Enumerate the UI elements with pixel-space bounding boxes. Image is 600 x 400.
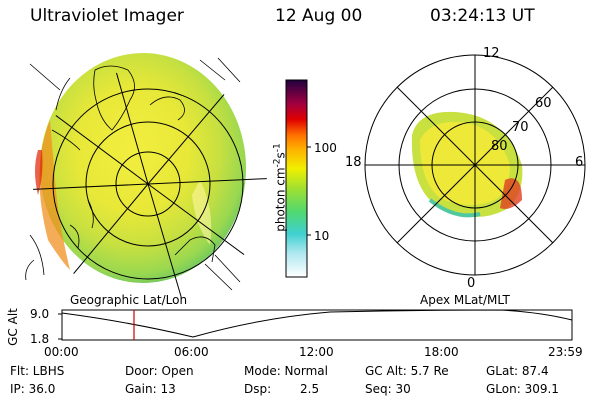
altitude-ytick-bottom: 1.8	[30, 332, 50, 346]
altitude-xtick-2359: 23:59	[548, 345, 583, 359]
apex-mlt-0: 0	[467, 276, 476, 291]
info-ip: IP: 36.0	[10, 382, 56, 396]
app-title: Ultraviolet Imager	[30, 6, 184, 26]
apex-lat-60: 60	[535, 96, 552, 111]
colorbar-tick-10: 10	[314, 229, 330, 243]
altitude-ylabel: GC Alt	[5, 308, 20, 346]
apex-mlt-6: 6	[575, 155, 584, 170]
geo-panel-label: Geographic Lat/Lon	[70, 293, 188, 307]
date-label: 12 Aug 00	[275, 6, 363, 26]
altitude-curve	[61, 309, 573, 338]
info-glon: GLon: 309.1	[486, 382, 559, 396]
apex-lat-70: 70	[512, 120, 529, 135]
apex-panel	[364, 54, 586, 276]
colorbar	[285, 79, 311, 278]
altitude-xtick-1800: 18:00	[424, 345, 459, 359]
apex-panel-label: Apex MLat/MLT	[420, 293, 510, 307]
info-dsp-value: 2.5	[300, 382, 320, 396]
info-mode: Mode: Normal	[244, 364, 328, 378]
apex-lat-80: 80	[491, 139, 508, 154]
altitude-plot-frame	[61, 309, 573, 341]
geo-bright-limb-left	[39, 120, 70, 270]
info-flt: Flt: LBHS	[10, 364, 65, 378]
info-gcalt: GC Alt: 5.7 Re	[365, 364, 449, 378]
time-label: 03:24:13 UT	[430, 6, 535, 26]
apex-mlt-18: 18	[345, 155, 362, 170]
info-glat: GLat: 87.4	[486, 364, 549, 378]
colorbar-unit-label: photon cm-2s-1	[272, 143, 288, 232]
geographic-panel	[25, 53, 267, 302]
coastlines	[25, 57, 241, 291]
apex-grid	[364, 54, 586, 276]
apex-mlt-12: 12	[483, 46, 500, 61]
apex-oval-image	[411, 111, 523, 218]
altitude-xtick-0600: 06:00	[174, 345, 209, 359]
info-seq: Seq: 30	[365, 382, 411, 396]
geo-grid	[33, 68, 267, 302]
info-dsp-label: Dsp:	[244, 382, 272, 396]
colorbar-tick-100: 100	[314, 141, 337, 155]
colorbar-scale	[285, 79, 308, 278]
altitude-plot	[58, 309, 573, 341]
altitude-ytick-top: 9.0	[30, 307, 50, 321]
altitude-xtick-0000: 00:00	[44, 345, 79, 359]
info-door: Door: Open	[125, 364, 194, 378]
info-gain: Gain: 13	[125, 382, 176, 396]
altitude-xtick-1200: 12:00	[299, 345, 334, 359]
